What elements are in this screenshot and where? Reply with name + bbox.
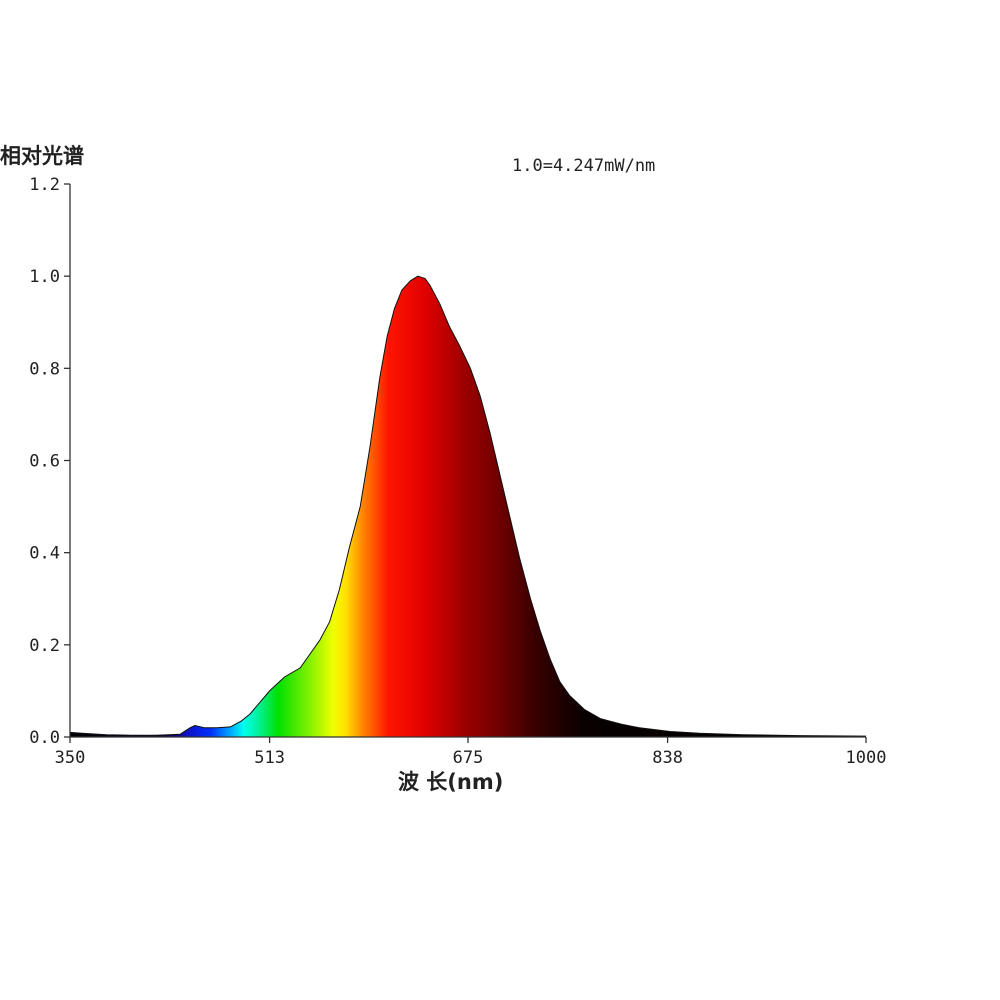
x-tick-label: 1000	[846, 748, 887, 768]
x-tick-label: 838	[652, 748, 683, 768]
y-tick-label: 0.6	[29, 452, 60, 472]
x-tick-label: 675	[453, 748, 484, 768]
y-tick-label: 1.0	[29, 267, 60, 287]
y-tick-label: 0.2	[29, 636, 60, 656]
y-tick-label: 0.4	[29, 544, 60, 564]
spectrum-noise-edge	[69, 275, 867, 737]
x-axis-label: 波 长(nm)	[398, 770, 503, 794]
y-tick-label: 1.2	[29, 175, 60, 195]
axes: 0.0 0.2 0.4 0.6 0.8 1.0 1.2 350 513 675 838 1000	[29, 175, 886, 768]
y-axis-label: 相对光谱	[0, 144, 84, 168]
x-tick-label: 350	[55, 748, 86, 768]
x-tick-label: 513	[254, 748, 285, 768]
scale-annotation: 1.0=4.247mW/nm	[512, 156, 655, 176]
y-tick-label: 0.0	[29, 728, 60, 748]
y-tick-label: 0.8	[29, 359, 60, 379]
spectrum-area	[70, 276, 866, 737]
